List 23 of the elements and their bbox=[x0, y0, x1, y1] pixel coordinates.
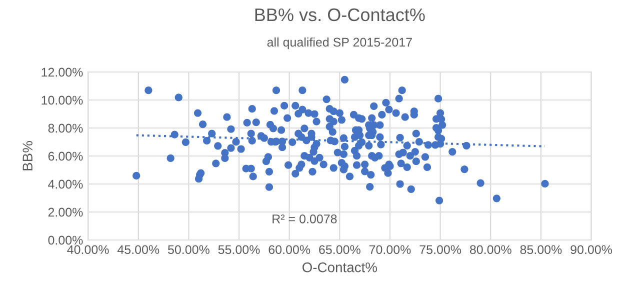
x-tick-label: 85.00% bbox=[520, 245, 562, 254]
x-tick-label: 50.00% bbox=[168, 245, 210, 254]
chart-title: BB% vs. O-Contact% bbox=[255, 8, 425, 22]
y-tick-label: 10.00% bbox=[42, 96, 83, 105]
x-tick-label: 65.00% bbox=[319, 245, 360, 254]
y-tick-label: 12.00% bbox=[42, 68, 83, 77]
y-axis-title: BB% bbox=[22, 141, 32, 170]
y-tick-label: 4.00% bbox=[48, 180, 83, 189]
x-tick-label: 55.00% bbox=[218, 245, 260, 254]
x-axis-title: O-Contact% bbox=[302, 262, 377, 272]
y-tick-label: 8.00% bbox=[48, 124, 83, 133]
x-tick-label: 40.00% bbox=[67, 245, 109, 254]
y-tick-label: 6.00% bbox=[48, 152, 83, 161]
x-tick-label: 70.00% bbox=[369, 245, 411, 254]
x-tick-label: 60.00% bbox=[268, 245, 310, 254]
annotation: R² = 0.0078 bbox=[272, 214, 337, 224]
x-tick-label: 80.00% bbox=[470, 245, 512, 254]
x-tick-label: 45.00% bbox=[117, 245, 160, 254]
chart-subtitle: all qualified SP 2015-2017 bbox=[267, 37, 412, 50]
y-tick-label: 2.00% bbox=[48, 208, 83, 217]
x-tick-label: 75.00% bbox=[420, 245, 462, 254]
y-tick-label: 0.00% bbox=[48, 236, 83, 245]
x-tick-label: 90.00% bbox=[570, 245, 612, 254]
